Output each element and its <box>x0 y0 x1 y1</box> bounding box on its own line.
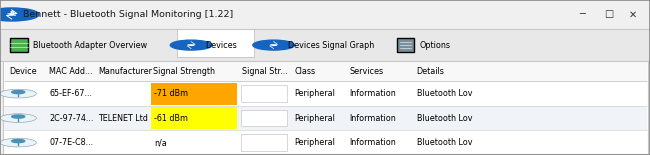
Text: Information: Information <box>350 114 396 123</box>
Text: Signal Strength: Signal Strength <box>153 67 215 76</box>
Text: Signal Str...: Signal Str... <box>242 67 288 76</box>
Text: Bluetooth Lov: Bluetooth Lov <box>417 89 472 98</box>
FancyBboxPatch shape <box>4 106 647 130</box>
Text: -61 dBm: -61 dBm <box>154 114 188 123</box>
Text: Information: Information <box>350 138 396 147</box>
Text: 07-7E-C8...: 07-7E-C8... <box>49 138 94 147</box>
Circle shape <box>170 40 212 50</box>
Text: n/a: n/a <box>154 138 167 147</box>
Text: ─: ─ <box>579 9 586 20</box>
Text: Peripheral: Peripheral <box>294 138 335 147</box>
Circle shape <box>0 114 36 122</box>
FancyBboxPatch shape <box>259 29 386 57</box>
Text: Devices: Devices <box>205 41 237 50</box>
Text: Device: Device <box>10 67 38 76</box>
Text: Peripheral: Peripheral <box>294 89 335 98</box>
Text: □: □ <box>604 9 614 20</box>
FancyBboxPatch shape <box>391 29 456 57</box>
Text: Peripheral: Peripheral <box>294 114 335 123</box>
Text: Manufacturer: Manufacturer <box>98 67 152 76</box>
Text: Details: Details <box>417 67 445 76</box>
Text: 2C-97-74...: 2C-97-74... <box>49 114 94 123</box>
Text: Options: Options <box>420 41 451 50</box>
FancyBboxPatch shape <box>0 0 650 29</box>
Text: TELENET Ltd: TELENET Ltd <box>98 114 148 123</box>
Text: Services: Services <box>350 67 384 76</box>
FancyBboxPatch shape <box>151 107 237 129</box>
FancyBboxPatch shape <box>4 61 647 81</box>
FancyBboxPatch shape <box>241 134 287 151</box>
Text: Devices Signal Graph: Devices Signal Graph <box>288 41 374 50</box>
Text: Bluetooth Adapter Overview: Bluetooth Adapter Overview <box>33 41 148 50</box>
FancyBboxPatch shape <box>241 85 287 102</box>
FancyBboxPatch shape <box>177 29 254 57</box>
Circle shape <box>0 8 39 21</box>
FancyBboxPatch shape <box>5 29 172 57</box>
Text: ✕: ✕ <box>629 9 637 20</box>
Circle shape <box>253 40 294 50</box>
Circle shape <box>12 140 25 143</box>
Text: Bennett - Bluetooth Signal Monitoring [1.22]: Bennett - Bluetooth Signal Monitoring [1… <box>23 10 233 19</box>
Text: -71 dBm: -71 dBm <box>154 89 188 98</box>
Circle shape <box>0 89 36 98</box>
FancyBboxPatch shape <box>10 38 28 52</box>
FancyBboxPatch shape <box>3 61 648 154</box>
Circle shape <box>12 91 25 94</box>
Text: MAC Add...: MAC Add... <box>49 67 93 76</box>
Text: Class: Class <box>294 67 316 76</box>
FancyBboxPatch shape <box>151 83 237 105</box>
FancyBboxPatch shape <box>241 110 287 126</box>
Circle shape <box>0 138 36 147</box>
Text: B: B <box>9 11 14 16</box>
FancyBboxPatch shape <box>397 38 414 52</box>
Text: 65-EF-67...: 65-EF-67... <box>49 89 92 98</box>
FancyBboxPatch shape <box>0 29 650 61</box>
Text: Bluetooth Lov: Bluetooth Lov <box>417 114 472 123</box>
Text: Bluetooth Lov: Bluetooth Lov <box>417 138 472 147</box>
Text: Information: Information <box>350 89 396 98</box>
Circle shape <box>12 115 25 118</box>
